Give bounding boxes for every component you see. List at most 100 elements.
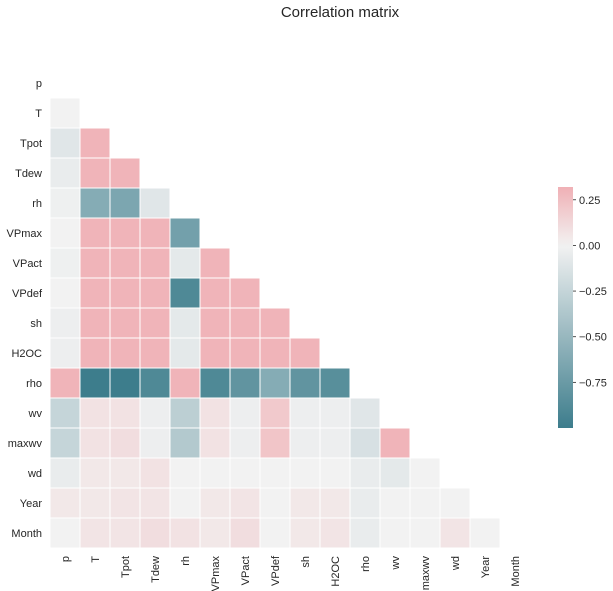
heatmap-cell-wd-rh xyxy=(169,457,201,489)
heatmap-cell-rho-rh xyxy=(169,367,201,399)
y-tick-label: VPact xyxy=(13,258,42,270)
y-tick-label: rh xyxy=(32,198,42,210)
heatmap-cell-sh-rh xyxy=(169,307,201,339)
heatmap-cell-wd-H2OC xyxy=(319,457,351,489)
y-tick-label: VPdef xyxy=(12,288,43,300)
heatmap-cell-Month-rho xyxy=(349,517,381,549)
heatmap-cell-VPdef-VPact xyxy=(229,277,261,309)
x-tick-label: Tdew xyxy=(150,556,162,583)
heatmap-cell-VPdef-Tdew xyxy=(139,277,171,309)
heatmap-cell-rho-VPmax xyxy=(199,367,231,399)
heatmap-cell-Year-rh xyxy=(169,487,201,519)
heatmap-cell-Year-Tpot xyxy=(109,487,141,519)
heatmap-cell-Year-maxwv xyxy=(409,487,441,519)
x-tick-label: VPact xyxy=(240,556,252,585)
heatmap-cell-Tpot-T xyxy=(79,127,111,159)
heatmap-cell-Month-sh xyxy=(289,517,321,549)
x-tick-label: H2OC xyxy=(330,556,342,587)
heatmap-cell-Year-VPact xyxy=(229,487,261,519)
heatmap-cell-sh-VPdef xyxy=(259,307,291,339)
heatmap-cell-Month-H2OC xyxy=(319,517,351,549)
x-tick-label: Year xyxy=(480,556,492,579)
heatmap-cell-maxwv-wv xyxy=(379,427,411,459)
heatmap-cell-sh-Tpot xyxy=(109,307,141,339)
heatmap-cell-wv-VPmax xyxy=(199,397,231,429)
heatmap-cell-wd-VPdef xyxy=(259,457,291,489)
heatmap-cell-Month-Year xyxy=(469,517,501,549)
x-tick-label: wd xyxy=(450,556,462,571)
heatmap-cell-Year-rho xyxy=(349,487,381,519)
heatmap-cell-wd-Tpot xyxy=(109,457,141,489)
heatmap-cell-Year-H2OC xyxy=(319,487,351,519)
heatmap-cell-Month-VPdef xyxy=(259,517,291,549)
colorbar-tick-label: −0.25 xyxy=(579,286,607,298)
heatmap-cell-rho-p xyxy=(49,367,81,399)
heatmap-cell-maxwv-VPdef xyxy=(259,427,291,459)
heatmap-cell-wd-VPmax xyxy=(199,457,231,489)
heatmap-cell-Year-wv xyxy=(379,487,411,519)
heatmap-cell-maxwv-p xyxy=(49,427,81,459)
heatmap-cell-H2OC-VPact xyxy=(229,337,261,369)
heatmap-cell-maxwv-VPmax xyxy=(199,427,231,459)
heatmap-cell-wd-VPact xyxy=(229,457,261,489)
heatmap-cell-Month-wv xyxy=(379,517,411,549)
heatmap-cells xyxy=(49,97,501,549)
heatmap-cell-Year-p xyxy=(49,487,81,519)
heatmap-cell-wd-Tdew xyxy=(139,457,171,489)
heatmap-cell-VPact-Tdew xyxy=(139,247,171,279)
heatmap-cell-wd-sh xyxy=(289,457,321,489)
heatmap-cell-rho-H2OC xyxy=(319,367,351,399)
heatmap-cell-wd-T xyxy=(79,457,111,489)
heatmap-cell-Tpot-p xyxy=(49,127,81,159)
heatmap-cell-VPact-VPmax xyxy=(199,247,231,279)
x-tick-label: Tpot xyxy=(120,556,132,578)
heatmap-cell-H2OC-VPmax xyxy=(199,337,231,369)
x-tick-label: p xyxy=(60,556,72,562)
heatmap-cell-Month-T xyxy=(79,517,111,549)
y-tick-label: Year xyxy=(20,498,43,510)
x-tick-label: VPmax xyxy=(210,556,222,591)
heatmap-cell-H2OC-Tdew xyxy=(139,337,171,369)
heatmap-cell-Month-Tdew xyxy=(139,517,171,549)
heatmap-cell-Tdew-p xyxy=(49,157,81,189)
heatmap-cell-VPdef-rh xyxy=(169,277,201,309)
x-tick-label: sh xyxy=(300,556,312,568)
heatmap-cell-maxwv-Tdew xyxy=(139,427,171,459)
colorbar-tick-label: −0.50 xyxy=(579,332,607,344)
heatmap-cell-Tdew-T xyxy=(79,157,111,189)
heatmap-cell-H2OC-VPdef xyxy=(259,337,291,369)
heatmap-cell-Month-wd xyxy=(439,517,471,549)
heatmap-cell-wv-sh xyxy=(289,397,321,429)
heatmap-cell-wv-VPact xyxy=(229,397,261,429)
heatmap-cell-VPact-rh xyxy=(169,247,201,279)
heatmap-cell-Month-maxwv xyxy=(409,517,441,549)
heatmap-cell-wd-rho xyxy=(349,457,381,489)
heatmap-cell-wv-rho xyxy=(349,397,381,429)
heatmap-cell-H2OC-sh xyxy=(289,337,321,369)
colorbar-gradient xyxy=(558,187,573,428)
heatmap-cell-Year-T xyxy=(79,487,111,519)
heatmap-cell-H2OC-p xyxy=(49,337,81,369)
y-tick-label: wd xyxy=(27,468,42,480)
x-tick-label: maxwv xyxy=(420,556,432,591)
y-tick-label: Tdew xyxy=(15,168,42,180)
heatmap-cell-wv-H2OC xyxy=(319,397,351,429)
heatmap-cell-T-p xyxy=(49,97,81,129)
x-axis-tick-labels: p T Tpot Tdew rh VPmax VPact VPdef sh H2OC rho wv ma… xyxy=(60,555,522,591)
heatmap-cell-sh-VPmax xyxy=(199,307,231,339)
heatmap-cell-sh-Tdew xyxy=(139,307,171,339)
heatmap-cell-Month-VPact xyxy=(229,517,261,549)
heatmap-cell-Year-VPdef xyxy=(259,487,291,519)
heatmap-cell-VPact-p xyxy=(49,247,81,279)
heatmap-cell-rho-Tdew xyxy=(139,367,171,399)
heatmap-cell-H2OC-T xyxy=(79,337,111,369)
heatmap-cell-wv-rh xyxy=(169,397,201,429)
heatmap-cell-VPmax-p xyxy=(49,217,81,249)
x-tick-label: wv xyxy=(390,556,402,571)
heatmap-cell-Year-wd xyxy=(439,487,471,519)
heatmap-cell-VPdef-T xyxy=(79,277,111,309)
y-tick-label: sh xyxy=(30,318,42,330)
x-tick-label: rh xyxy=(180,556,192,566)
heatmap-cell-VPmax-Tpot xyxy=(109,217,141,249)
